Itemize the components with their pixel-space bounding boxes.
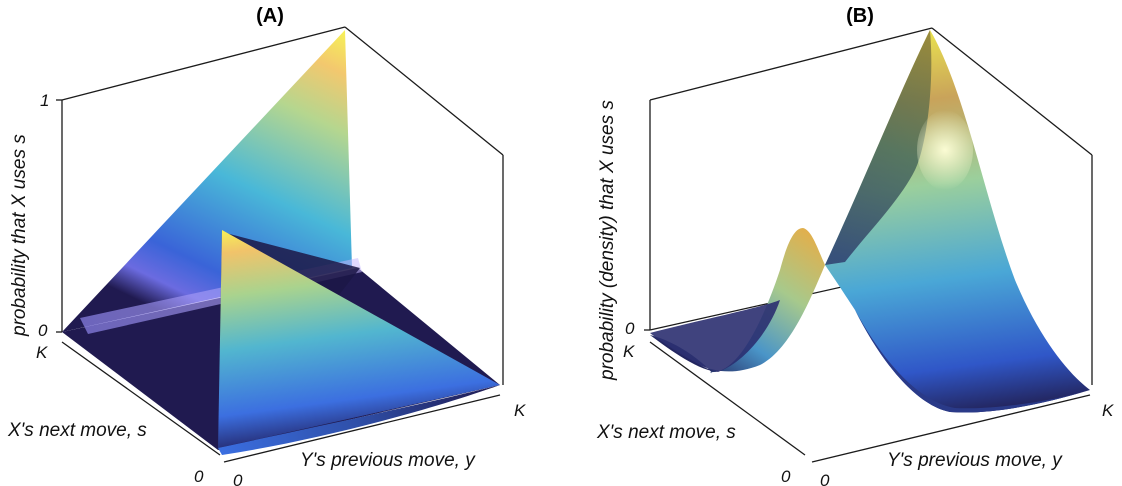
panel-a-front-surface xyxy=(218,230,500,448)
panel-a-s-tick-0: 0 xyxy=(194,467,204,486)
panel-a-s-label: X's next move, s xyxy=(7,420,147,441)
panel-a: (A) 1 0 K 0 0 K probab xyxy=(7,5,526,486)
panel-b-y-tick-0: 0 xyxy=(820,471,830,486)
panel-a-z-tick-top: 1 xyxy=(40,91,49,110)
panel-a-z-label: probability that X uses s xyxy=(9,134,30,337)
panel-b-s-tick-0: 0 xyxy=(781,467,791,486)
panel-b: (B) 0 K 0 0 K probab xyxy=(596,5,1114,486)
panel-a-s-tick-k: K xyxy=(36,343,48,362)
panel-a-curl xyxy=(218,385,500,455)
panel-b-axis-box xyxy=(644,27,1093,463)
panel-b-s-tick-k: K xyxy=(623,342,635,361)
panel-b-y-label: Y's previous move, y xyxy=(887,450,1063,471)
panel-b-left-surface xyxy=(650,228,825,374)
panel-a-y-tick-k: K xyxy=(514,401,526,420)
panel-a-y-label: Y's previous move, y xyxy=(300,450,476,471)
panel-b-ridge-shadow xyxy=(825,30,932,265)
panel-b-s-label: X's next move, s xyxy=(596,422,736,443)
panel-b-z-tick-bottom: 0 xyxy=(625,319,635,338)
panel-b-y-tick-k: K xyxy=(1102,401,1114,420)
panel-a-title: (A) xyxy=(256,5,284,27)
panel-a-z-tick-bottom: 0 xyxy=(38,321,48,340)
panel-b-title: (B) xyxy=(846,5,874,27)
panel-b-z-label: probability (density) that X uses s xyxy=(597,100,618,381)
panel-a-y-tick-0: 0 xyxy=(233,471,243,486)
panel-a-axis-box xyxy=(56,26,504,463)
